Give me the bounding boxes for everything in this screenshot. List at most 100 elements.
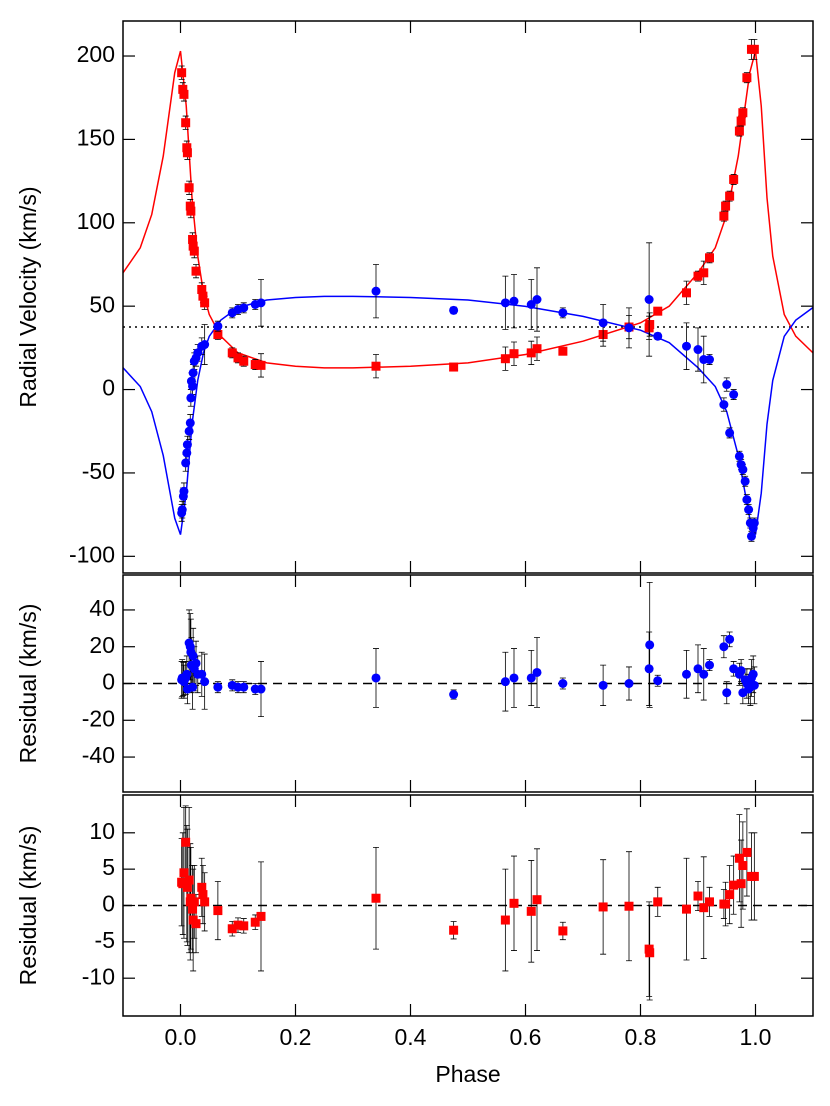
data-point — [371, 893, 381, 903]
data-point — [526, 906, 536, 916]
x-axis-label: Phase — [435, 1061, 500, 1087]
plot-area — [123, 805, 813, 1001]
data-point — [725, 191, 735, 201]
data-point — [682, 669, 691, 679]
data-point — [598, 902, 608, 912]
data-point — [722, 688, 732, 698]
data-point — [738, 465, 748, 475]
y-tick-label: 0 — [102, 375, 115, 401]
data-point — [558, 926, 568, 936]
data-point — [729, 664, 739, 674]
data-point — [239, 921, 249, 931]
x-tick-label: 1.0 — [740, 1024, 772, 1050]
plot-area — [123, 38, 813, 542]
data-point — [693, 345, 703, 355]
data-point — [179, 486, 189, 496]
data-point — [188, 651, 198, 661]
x-tick-label: 0.6 — [510, 1024, 542, 1050]
data-point — [178, 84, 188, 94]
data-point — [182, 440, 192, 450]
data-point — [188, 234, 198, 244]
y-tick-label: 0 — [102, 891, 115, 917]
data-point — [705, 355, 714, 365]
data-point — [256, 298, 266, 308]
data-point — [197, 669, 207, 679]
y-tick-label: -20 — [82, 705, 115, 731]
data-point — [189, 246, 199, 256]
data-point — [722, 380, 732, 390]
data-point — [182, 882, 192, 892]
y-tick-label: 0 — [102, 669, 115, 695]
data-point — [500, 677, 510, 687]
data-point — [653, 306, 663, 316]
data-point — [198, 291, 208, 301]
data-point — [729, 174, 739, 184]
data-point — [742, 495, 752, 505]
data-point — [182, 148, 192, 158]
data-point — [256, 684, 266, 694]
data-point — [526, 348, 536, 358]
data-point — [239, 303, 249, 313]
y-tick-label: 100 — [77, 208, 115, 234]
data-point — [532, 667, 542, 677]
data-point — [500, 354, 510, 364]
data-point — [179, 89, 189, 99]
data-point — [742, 847, 752, 857]
data-point — [188, 682, 198, 692]
x-tick-label: 0.0 — [165, 1024, 197, 1050]
data-point — [182, 143, 192, 153]
data-point — [188, 381, 198, 391]
x-tick-label: 0.8 — [625, 1024, 657, 1050]
data-point — [699, 903, 709, 913]
data-point — [693, 891, 703, 901]
data-point — [200, 677, 210, 687]
data-point — [558, 679, 568, 688]
data-point — [734, 853, 744, 863]
data-point — [184, 875, 194, 885]
model-curve — [123, 50, 813, 369]
data-point — [598, 318, 608, 328]
data-point — [705, 253, 714, 263]
data-point — [213, 330, 223, 340]
data-point — [738, 861, 748, 871]
data-point — [500, 298, 510, 308]
data-point — [184, 183, 194, 193]
x-tick-label: 0.4 — [395, 1024, 427, 1050]
data-point — [182, 669, 192, 679]
data-point — [186, 206, 196, 216]
y-axis-label: Residual (km/s) — [15, 826, 41, 986]
data-point — [749, 518, 759, 528]
data-point — [558, 308, 568, 318]
data-point — [699, 669, 709, 679]
y-tick-label: 5 — [102, 854, 115, 880]
data-point — [526, 673, 536, 683]
data-point — [719, 642, 729, 652]
data-point — [177, 68, 187, 78]
y-tick-label: -40 — [82, 742, 115, 768]
data-point — [729, 390, 739, 400]
plot-frame — [122, 20, 814, 574]
data-point — [371, 361, 381, 371]
data-point — [746, 531, 756, 541]
data-point — [179, 868, 189, 878]
y-tick-label: 20 — [89, 632, 115, 658]
y-axis-label: Residual (km/s) — [15, 604, 41, 764]
data-point — [189, 897, 199, 907]
data-point — [705, 897, 714, 907]
data-point — [748, 669, 758, 679]
data-point — [740, 476, 750, 486]
data-point — [213, 906, 223, 916]
data-point — [653, 897, 663, 907]
data-point — [725, 428, 735, 438]
data-point — [509, 673, 519, 683]
data-point — [188, 904, 198, 914]
data-point — [742, 73, 752, 83]
data-point — [749, 44, 759, 54]
y-tick-label: 10 — [89, 818, 115, 844]
data-point — [744, 505, 754, 515]
data-point — [736, 116, 746, 126]
data-point — [500, 915, 510, 925]
data-point — [699, 268, 709, 278]
data-point — [719, 400, 729, 410]
